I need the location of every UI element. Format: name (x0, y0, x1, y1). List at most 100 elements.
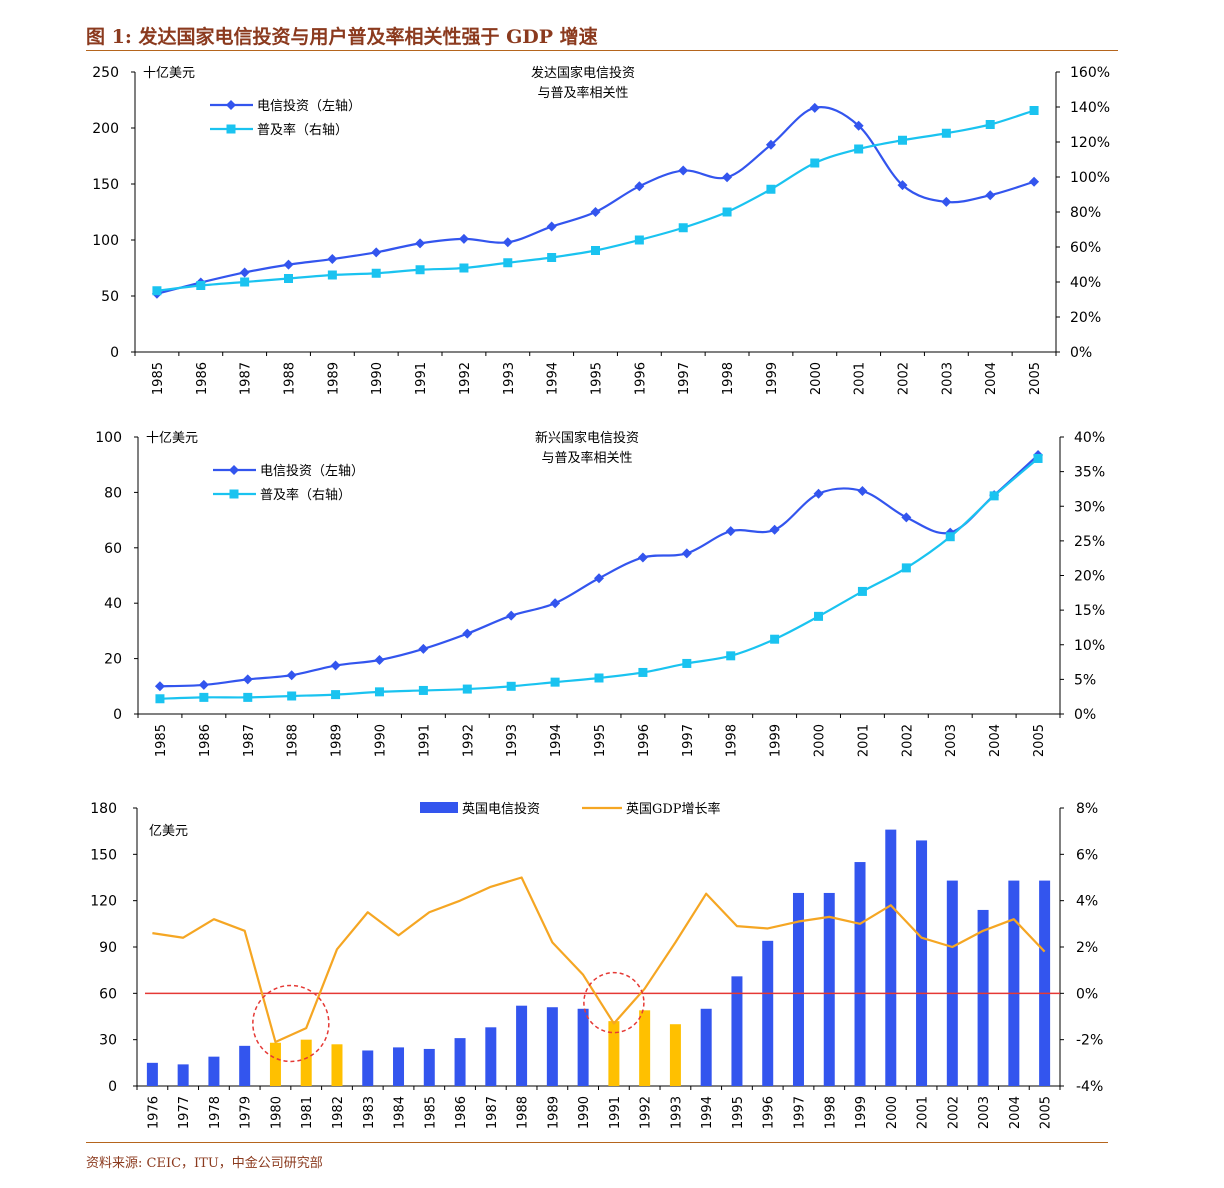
data-point (769, 524, 780, 535)
x-tick-label: 1996 (633, 362, 648, 395)
x-tick-label: 1996 (762, 1096, 777, 1129)
data-point (198, 679, 209, 690)
data-point (590, 207, 601, 217)
data-point (287, 691, 297, 701)
data-point (462, 684, 472, 694)
x-tick-label: 1985 (154, 724, 169, 757)
y-right-tick-label: 140% (1070, 100, 1110, 116)
y-right-tick-label: 25% (1074, 534, 1105, 550)
data-point (546, 221, 557, 232)
data-point (591, 246, 600, 255)
data-point (682, 658, 692, 668)
y-right-tick-label: 120% (1070, 135, 1110, 151)
x-tick-label: 1989 (330, 724, 345, 757)
bar (300, 1039, 312, 1086)
y-right-tick-label: 4% (1076, 894, 1098, 910)
x-tick-label: 1989 (326, 362, 341, 395)
data-point (1029, 176, 1040, 187)
data-point (502, 237, 513, 248)
y-right-tick-label: 60% (1070, 240, 1101, 256)
x-tick-label: 1988 (283, 362, 298, 395)
x-tick-label: 2003 (977, 1096, 992, 1129)
y-left-tick-label: 0 (113, 707, 122, 723)
x-tick-label: 1986 (195, 362, 210, 395)
legend-label: 英国电信投资 (462, 801, 540, 817)
data-point (152, 286, 162, 296)
data-point (239, 267, 250, 278)
x-tick-label: 2002 (900, 724, 915, 757)
bar (146, 1062, 158, 1086)
x-tick-label: 1985 (151, 362, 166, 395)
y-left-tick-label: 120 (90, 894, 117, 910)
x-tick-label: 2001 (916, 1096, 931, 1129)
unit-label: 十亿美元 (143, 66, 195, 81)
x-tick-label: 1994 (549, 724, 564, 757)
legend-label: 普及率（右轴） (260, 487, 351, 503)
y-left-tick-label: 90 (99, 940, 117, 956)
y-right-tick-label: 35% (1074, 465, 1105, 481)
unit-label: 亿美元 (149, 824, 188, 839)
y-right-tick-label: 20% (1070, 310, 1101, 326)
data-point (634, 181, 645, 192)
data-point (634, 235, 644, 245)
data-point (681, 548, 692, 559)
x-tick-label: 2005 (1032, 724, 1047, 757)
x-tick-label: 1998 (823, 1096, 838, 1129)
data-point (196, 281, 206, 290)
y-left-tick-label: 20 (104, 652, 122, 668)
bar (608, 1021, 620, 1086)
x-tick-label: 1983 (362, 1096, 377, 1129)
x-tick-label: 2004 (988, 724, 1003, 757)
data-point (418, 685, 428, 695)
data-point (371, 268, 381, 278)
data-point (941, 196, 952, 207)
x-tick-label: 1992 (461, 724, 476, 757)
data-point (462, 628, 473, 639)
x-tick-label: 1981 (300, 1096, 315, 1129)
data-point (770, 634, 780, 644)
y-right-tick-label: 40% (1074, 430, 1105, 446)
y-right-tick-label: 5% (1074, 672, 1096, 688)
x-tick-label: 2004 (1008, 1096, 1023, 1129)
data-point (415, 265, 425, 275)
chart-title: 发达国家电信投资 (531, 65, 635, 81)
data-point (594, 673, 604, 683)
x-tick-label: 1998 (725, 724, 740, 757)
y-right-tick-label: 15% (1074, 603, 1105, 619)
data-point (853, 120, 864, 131)
data-point (283, 259, 294, 270)
data-point (243, 692, 253, 702)
y-right-tick-label: 30% (1074, 499, 1105, 515)
x-tick-label: 1990 (577, 1096, 592, 1129)
y-right-tick-label: 8% (1076, 801, 1098, 817)
x-tick-label: 1990 (373, 724, 388, 757)
data-point (594, 573, 604, 584)
data-point (766, 184, 776, 194)
data-point (810, 158, 820, 168)
data-point (458, 233, 469, 244)
y-left-tick-label: 180 (90, 801, 117, 817)
y-left-tick-label: 150 (92, 177, 119, 193)
x-tick-label: 1985 (423, 1096, 438, 1129)
data-point (638, 667, 648, 677)
y-left-tick-label: 150 (90, 847, 117, 863)
bar (239, 1045, 251, 1086)
data-point (415, 238, 426, 249)
bar (792, 892, 804, 1086)
y-left-tick-label: 40 (104, 596, 122, 612)
data-point (813, 488, 824, 499)
data-point (941, 128, 951, 138)
y-left-tick-label: 80 (104, 485, 122, 501)
data-point (725, 526, 736, 537)
x-tick-label: 1977 (177, 1096, 192, 1129)
x-tick-label: 1991 (608, 1096, 623, 1129)
x-tick-label: 1986 (454, 1096, 469, 1129)
bar (423, 1048, 435, 1086)
bar (700, 1008, 712, 1086)
x-tick-label: 1982 (331, 1096, 346, 1129)
x-tick-label: 1990 (370, 362, 385, 395)
data-point (284, 274, 293, 283)
y-left-tick-label: 100 (95, 430, 122, 446)
bar (454, 1038, 466, 1086)
data-point (901, 512, 912, 523)
